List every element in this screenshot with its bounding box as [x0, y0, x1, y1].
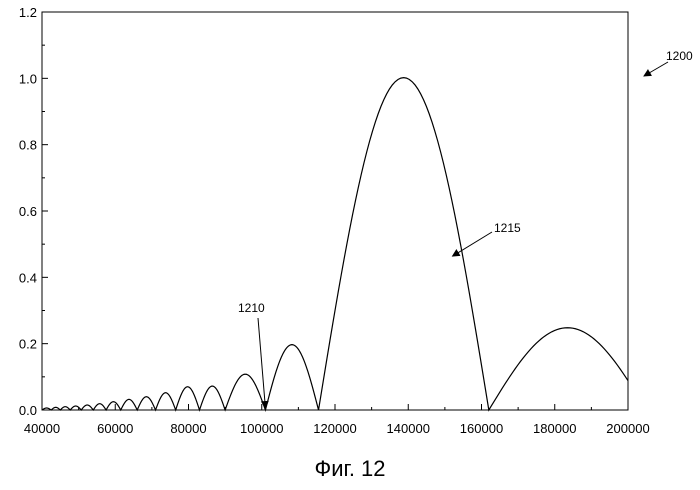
annotation-label-1210: 1210	[238, 301, 265, 315]
figure-reference: 1200	[644, 49, 693, 76]
y-tick-label: 1.2	[19, 5, 37, 20]
x-tick-label: 120000	[313, 421, 356, 436]
x-tick-label: 80000	[170, 421, 206, 436]
x-tick-label: 100000	[240, 421, 283, 436]
y-tick-label: 0.0	[19, 403, 37, 418]
series-line	[42, 78, 628, 410]
y-tick-label: 0.4	[19, 270, 37, 285]
annotations: 1210 1215	[238, 221, 521, 408]
reference-numeral: 1200	[666, 49, 693, 63]
x-tick-label: 200000	[606, 421, 649, 436]
x-tick-label: 60000	[97, 421, 133, 436]
figure-caption: Фиг. 12	[0, 456, 700, 482]
x-tick-label: 180000	[533, 421, 576, 436]
y-tick-label: 0.8	[19, 138, 37, 153]
y-tick-label: 1.0	[19, 71, 37, 86]
plot-frame	[42, 12, 628, 410]
x-tick-label: 40000	[24, 421, 60, 436]
annotation-label-1215: 1215	[494, 221, 521, 235]
y-tick-label: 0.6	[19, 204, 37, 219]
x-axis: 40000 60000 80000 100000 120000 140000 160000 1…	[24, 404, 650, 436]
y-axis: 0.0 0.2 0.4 0.6 0.8 1.0 1.2	[19, 5, 48, 418]
y-tick-label: 0.2	[19, 337, 37, 352]
x-tick-label: 140000	[387, 421, 430, 436]
x-tick-label: 160000	[460, 421, 503, 436]
reference-arrow	[644, 62, 668, 76]
